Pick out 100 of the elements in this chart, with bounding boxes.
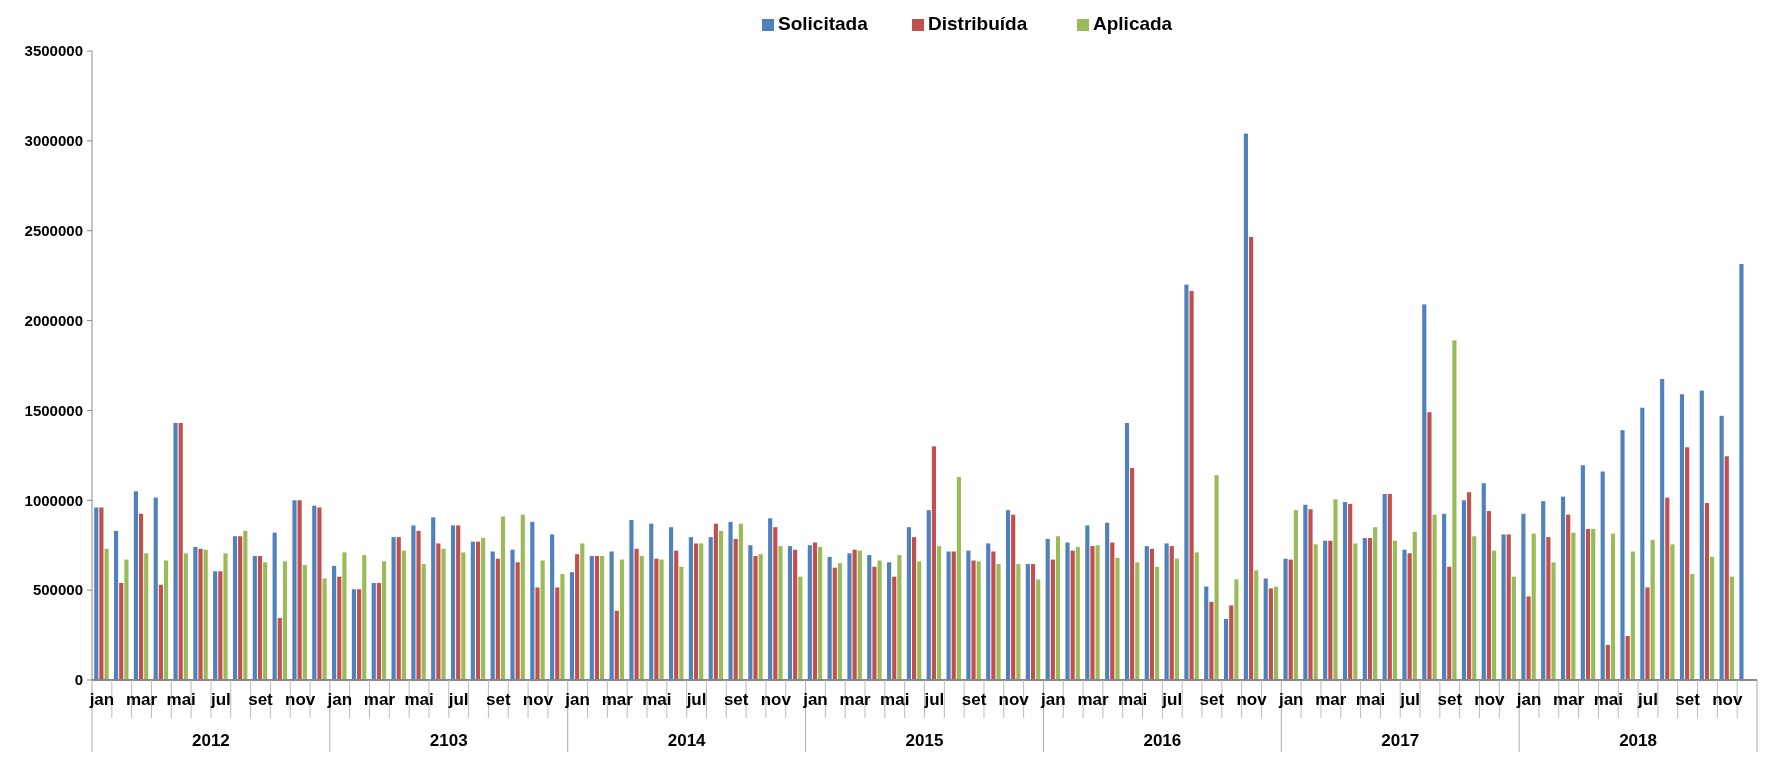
bar xyxy=(1412,531,1417,680)
x-tick-label: jan xyxy=(1040,690,1066,709)
bar xyxy=(1353,543,1358,680)
bar xyxy=(659,559,664,680)
bar xyxy=(1070,550,1075,680)
bar xyxy=(1288,559,1293,680)
bar xyxy=(619,559,624,680)
bar xyxy=(322,578,327,680)
bar xyxy=(1650,539,1655,680)
bar xyxy=(1387,494,1392,680)
bar xyxy=(317,507,322,680)
bar xyxy=(1025,564,1030,680)
bar xyxy=(431,517,436,680)
bar xyxy=(946,551,951,680)
bar xyxy=(223,553,228,680)
bar xyxy=(1254,570,1259,680)
bar xyxy=(1016,564,1021,680)
bar xyxy=(1580,465,1585,680)
bar xyxy=(768,518,773,680)
x-tick-label: nov xyxy=(285,690,316,709)
bar xyxy=(931,446,936,680)
bar xyxy=(1467,492,1472,680)
bar xyxy=(1392,540,1398,680)
bar xyxy=(728,521,733,680)
bar xyxy=(198,548,203,680)
bar xyxy=(1699,390,1704,680)
bar xyxy=(1605,644,1610,680)
bar xyxy=(1055,536,1061,680)
bar xyxy=(708,537,713,680)
text: 2016 xyxy=(1143,731,1182,750)
bar xyxy=(555,587,560,680)
bar xyxy=(158,584,163,680)
bar xyxy=(787,546,793,680)
y-tick-label: 2000000 xyxy=(24,311,83,329)
bar xyxy=(1362,538,1367,680)
bar xyxy=(594,556,600,680)
bar xyxy=(153,497,158,680)
bar xyxy=(1739,263,1744,680)
bar xyxy=(1144,546,1149,680)
bar xyxy=(649,523,654,680)
bar xyxy=(1373,527,1378,680)
bar xyxy=(1407,553,1412,680)
bar xyxy=(832,567,837,680)
bar xyxy=(1710,556,1715,680)
bar xyxy=(793,549,798,680)
bar xyxy=(173,423,178,680)
bar xyxy=(738,523,743,680)
x-tick-label: set xyxy=(723,690,749,709)
bar xyxy=(312,505,317,680)
x-tick-label: mar xyxy=(363,690,396,709)
bar xyxy=(1308,509,1313,680)
text: 2012 xyxy=(192,731,230,750)
x-tick-label: set xyxy=(486,690,511,709)
bar xyxy=(1214,475,1219,680)
x-tick-label: jul xyxy=(1637,690,1658,709)
x-tick-label: mai xyxy=(1117,690,1148,709)
bar xyxy=(1169,546,1174,680)
bar xyxy=(1382,494,1387,680)
bar xyxy=(490,551,495,680)
bar xyxy=(1690,573,1695,680)
bar xyxy=(475,541,481,680)
bar xyxy=(699,543,704,680)
bar xyxy=(362,555,367,680)
bar xyxy=(1342,502,1348,680)
bar xyxy=(1234,579,1239,680)
text: 2018 xyxy=(1619,731,1657,750)
x-tick-label: mai xyxy=(642,690,672,709)
bar xyxy=(654,558,659,680)
x-tick-label: jan xyxy=(1515,690,1542,709)
bar xyxy=(1486,511,1491,680)
x-tick-label: mai xyxy=(404,690,434,709)
bar xyxy=(1665,497,1670,680)
y-tick-label: 500000 xyxy=(32,581,83,599)
x-tick-label: jan xyxy=(802,690,828,709)
legend-label: Solicitada xyxy=(778,13,869,34)
bar xyxy=(401,550,406,680)
bar xyxy=(1719,415,1724,680)
bar xyxy=(411,525,416,680)
bar xyxy=(1135,562,1140,680)
x-tick-label: mai xyxy=(1593,690,1623,709)
x-tick-label: mai xyxy=(166,690,196,709)
bar xyxy=(1105,522,1110,680)
bar xyxy=(495,558,500,680)
bar xyxy=(530,521,535,680)
bar xyxy=(589,556,594,680)
bar xyxy=(753,556,758,680)
bar xyxy=(1283,558,1288,680)
bar xyxy=(852,549,857,680)
bar xyxy=(124,559,129,680)
bar xyxy=(1268,588,1273,680)
x-tick-label: nov xyxy=(760,690,792,709)
bar xyxy=(1442,513,1447,680)
bar xyxy=(1030,564,1036,680)
x-tick-label: set xyxy=(1675,690,1701,709)
x-tick-label: mai xyxy=(880,690,910,709)
bar xyxy=(1174,558,1179,680)
bar xyxy=(332,565,337,680)
bar xyxy=(391,537,396,680)
bar xyxy=(357,589,362,680)
bar xyxy=(396,537,401,680)
